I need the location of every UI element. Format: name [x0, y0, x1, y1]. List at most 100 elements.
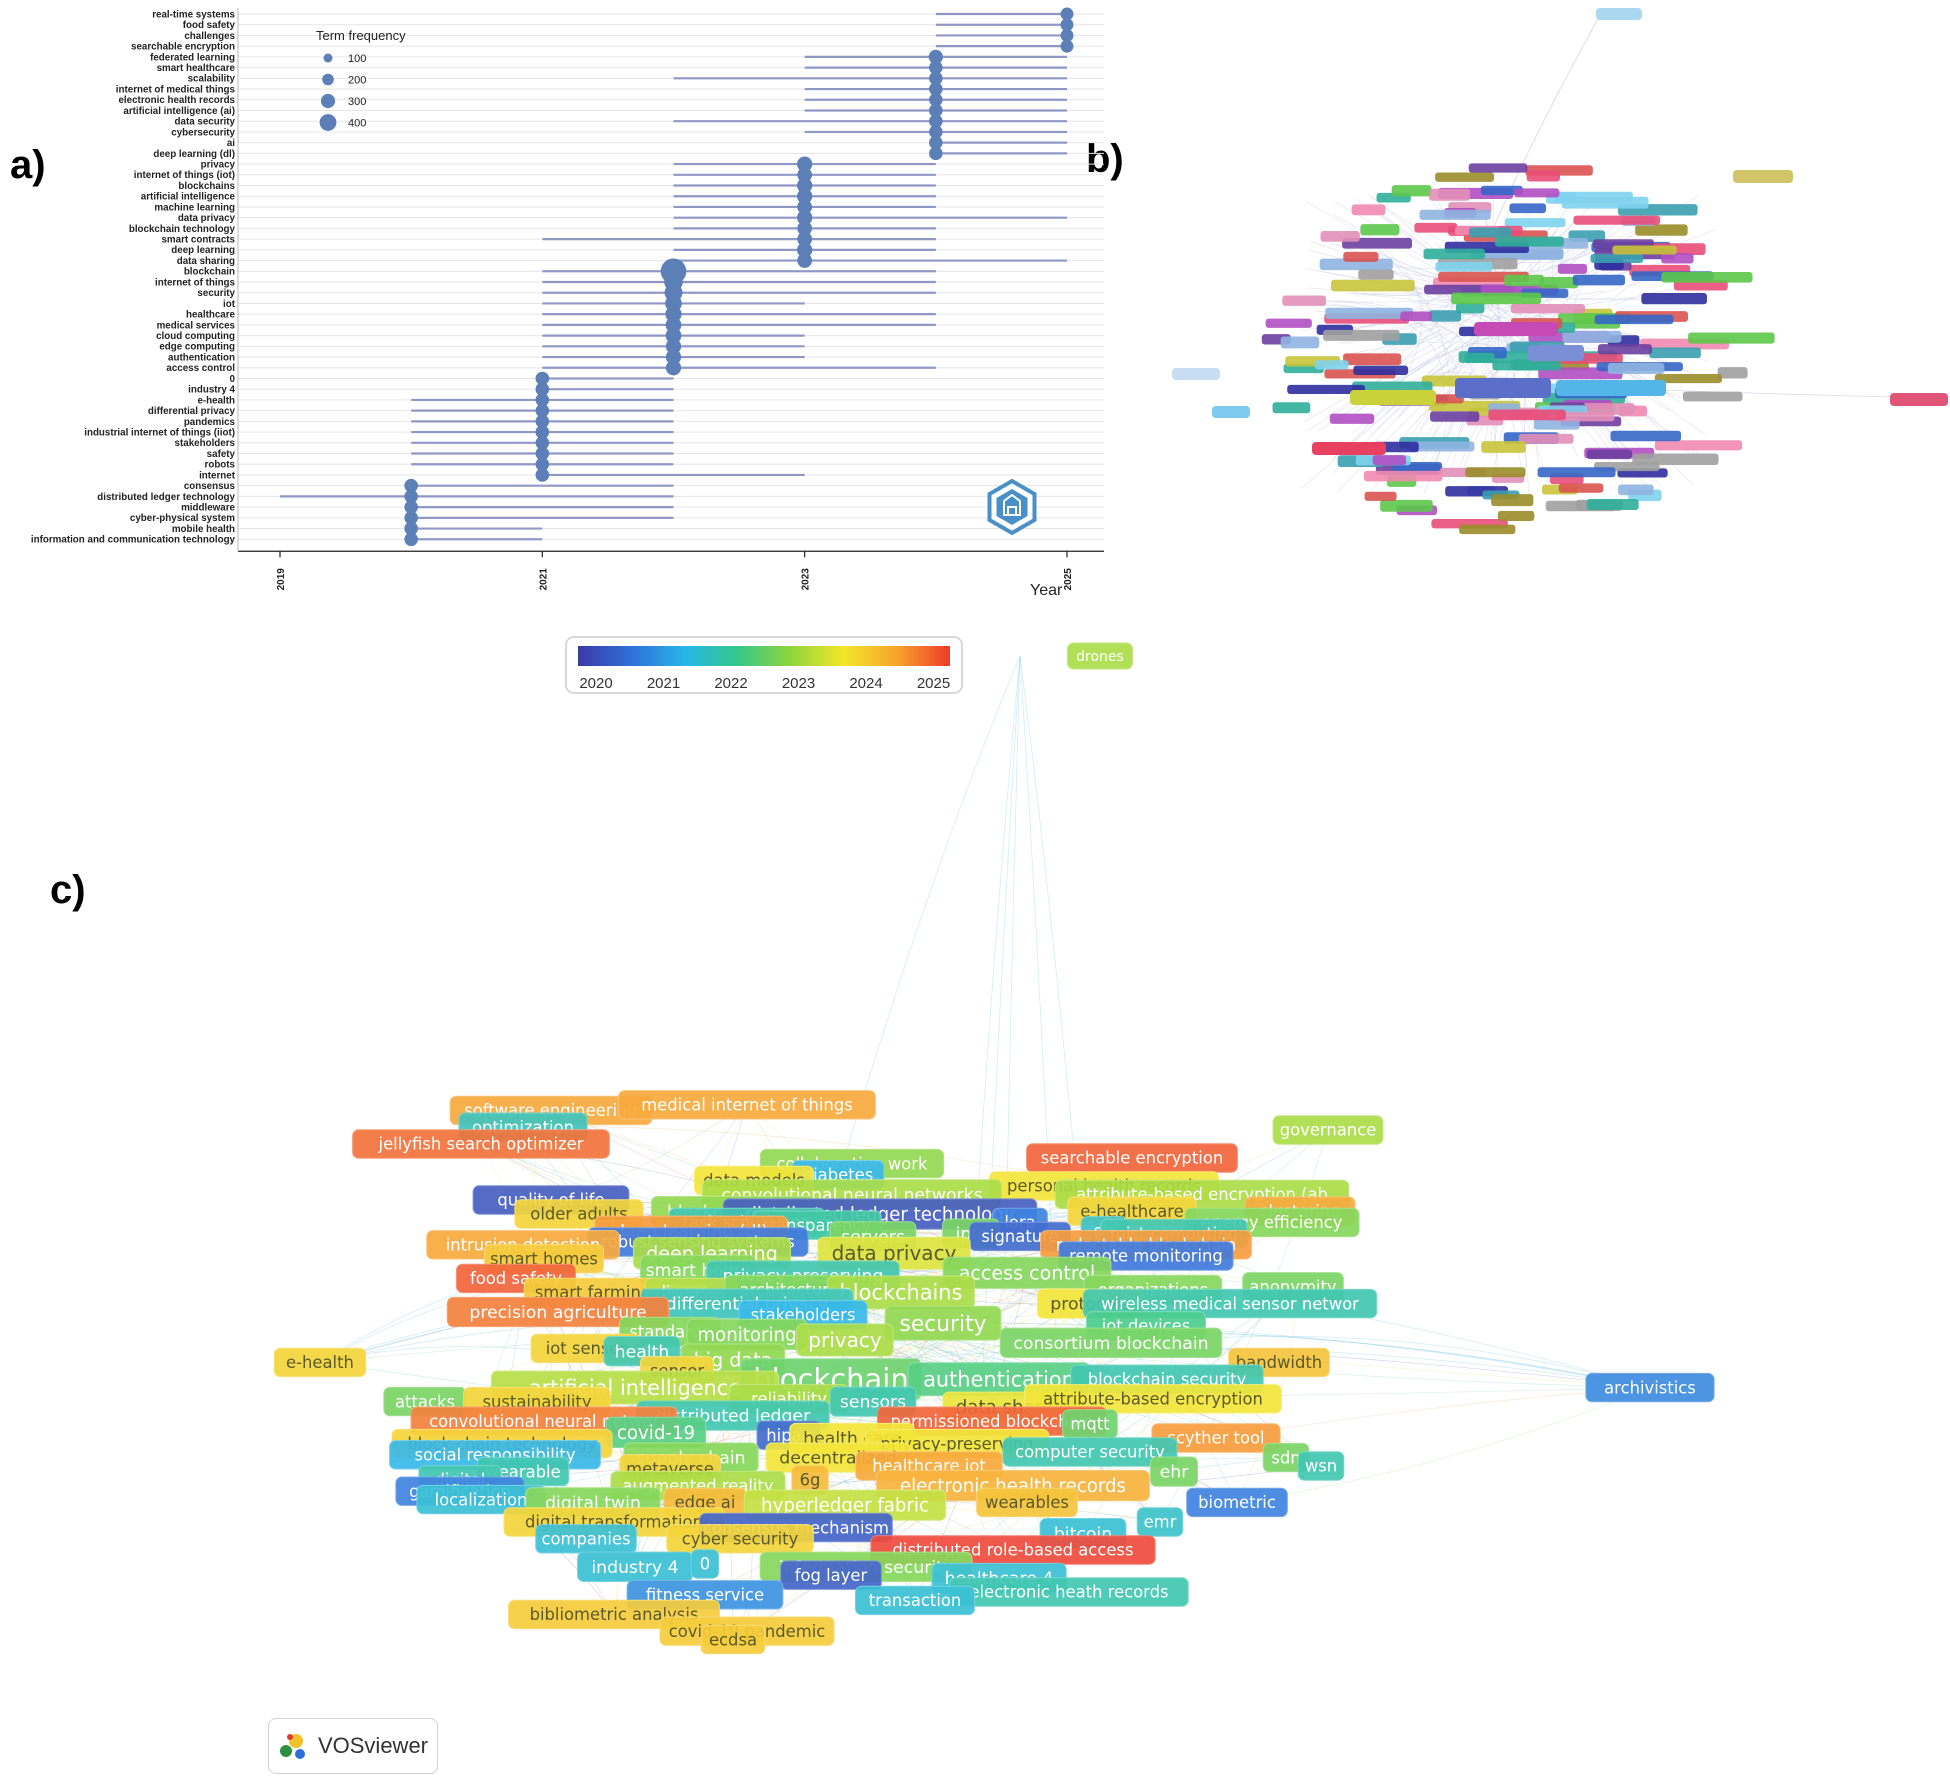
overview-node	[1488, 409, 1566, 421]
network-node: transaction	[854, 1585, 976, 1616]
network-node-label: governance	[1280, 1121, 1377, 1140]
trend-dot	[929, 103, 943, 118]
trend-term-label: 0	[230, 374, 236, 385]
trend-term-label: data privacy	[178, 213, 236, 224]
trend-term-label: differential privacy	[148, 406, 236, 417]
trend-dot	[797, 167, 813, 183]
legend-size-dot	[322, 73, 334, 86]
overview-node	[1435, 172, 1495, 182]
overview-node	[1409, 441, 1475, 452]
colorbar-ticks: 2020 2021 2022 2023 2024 2025	[579, 675, 950, 692]
overview-node	[1358, 269, 1394, 280]
network-node-box	[1082, 1288, 1378, 1319]
trend-term-label: searchable encryption	[131, 42, 235, 53]
overview-node	[1391, 185, 1432, 197]
legend-size-dot	[323, 53, 333, 63]
trend-dot	[797, 221, 813, 236]
overview-node	[1272, 402, 1311, 414]
trend-dot	[404, 489, 418, 504]
colorbar-tick-label: 2023	[782, 675, 815, 692]
overview-node	[1649, 347, 1701, 359]
trend-term-label: artificial intelligence (ai)	[123, 106, 235, 117]
trend-term-label: industry 4	[188, 385, 235, 396]
network-node: e-health	[273, 1347, 367, 1378]
trend-term-label: real-time systems	[152, 9, 235, 20]
trend-dot	[535, 414, 550, 429]
network-node-label: localization	[435, 1490, 528, 1509]
network-node-box	[1136, 1507, 1184, 1537]
network-node-label: scyther tool	[1167, 1429, 1264, 1448]
overview-node	[1212, 406, 1250, 418]
trend-term-label: internet	[199, 470, 236, 481]
trend-dot	[929, 82, 943, 96]
trend-term-label: deep learning	[171, 245, 235, 256]
overview-node	[1890, 393, 1948, 406]
network-node-label: drones	[1076, 649, 1124, 665]
trend-term-label: blockchains	[178, 181, 235, 192]
trend-term-label: middleware	[181, 503, 235, 514]
legend-size-dot	[320, 93, 336, 109]
overview-node	[1459, 524, 1516, 535]
trend-dot	[1060, 39, 1074, 53]
legend-size-label: 100	[348, 53, 366, 65]
network-node-label: industry 4	[591, 1558, 678, 1578]
term-frequency-legend: Term frequency 100 200 300 400	[316, 28, 406, 131]
overview-node	[1456, 302, 1485, 314]
x-tick-label: 2021	[538, 568, 549, 591]
trend-dot	[535, 446, 550, 461]
trend-dot	[535, 371, 550, 386]
network-node-label: emr	[1144, 1513, 1177, 1532]
vosviewer-logo: VOSviewer	[268, 1718, 438, 1774]
network-node: searchable encryption	[1026, 1143, 1238, 1173]
trend-term-label: internet of things	[155, 277, 236, 288]
trend-dot	[404, 511, 418, 525]
network-node: scyther tool	[1151, 1423, 1281, 1453]
trend-term-label: cybersecurity	[171, 127, 235, 138]
network-node: wearables	[976, 1487, 1078, 1518]
overview-node	[1586, 499, 1639, 511]
overview-node	[1342, 237, 1413, 249]
network-node-label: biometric	[1198, 1493, 1276, 1512]
main-link	[972, 655, 1021, 1274]
trend-term-label: challenges	[184, 31, 235, 42]
trend-term-label: distributed ledger technology	[97, 492, 235, 503]
trend-dot	[535, 457, 550, 472]
trend-term-label: cyber-physical system	[130, 513, 235, 524]
trend-term-label: access control	[166, 363, 235, 374]
trend-dot	[929, 135, 943, 150]
network-node-label: wireless medical sensor networ	[1101, 1294, 1359, 1313]
trend-term-label: smart contracts	[161, 235, 235, 246]
overview-node	[1414, 222, 1458, 233]
overview-node	[1717, 367, 1748, 379]
overview-node	[1325, 307, 1414, 319]
overview-node	[1539, 276, 1579, 289]
overview-link	[1338, 323, 1464, 385]
network-node-label: 0	[700, 1555, 710, 1574]
overview-link	[1362, 244, 1453, 342]
overview-node	[1491, 494, 1534, 507]
trend-dot	[535, 382, 550, 396]
overview-node	[1172, 368, 1220, 380]
trend-dot	[797, 156, 813, 172]
trend-term-label: smart healthcare	[157, 63, 236, 74]
trend-term-label: safety	[207, 449, 236, 460]
main-link	[982, 655, 1021, 1370]
network-node-label: medical internet of things	[641, 1096, 853, 1115]
trend-term-label: industrial internet of things (iiot)	[84, 427, 235, 438]
overview-node	[1329, 413, 1375, 424]
network-node: wsn	[1297, 1451, 1345, 1481]
main-link	[811, 1347, 1651, 1388]
trend-dot	[535, 425, 550, 439]
network-node-label: wsn	[1305, 1457, 1337, 1476]
network-node-box	[273, 1347, 367, 1378]
trend-term-label: federated learning	[150, 52, 235, 63]
overview-node	[1494, 236, 1564, 247]
trend-term-label: stakeholders	[175, 438, 236, 449]
network-node: drones	[1066, 642, 1134, 670]
network-node: signature	[969, 1221, 1071, 1252]
overview-node	[1430, 411, 1480, 422]
overview-node	[1557, 263, 1587, 274]
trend-dot	[929, 146, 943, 161]
trend-term-label: security	[197, 288, 235, 299]
trend-dot	[665, 349, 682, 365]
